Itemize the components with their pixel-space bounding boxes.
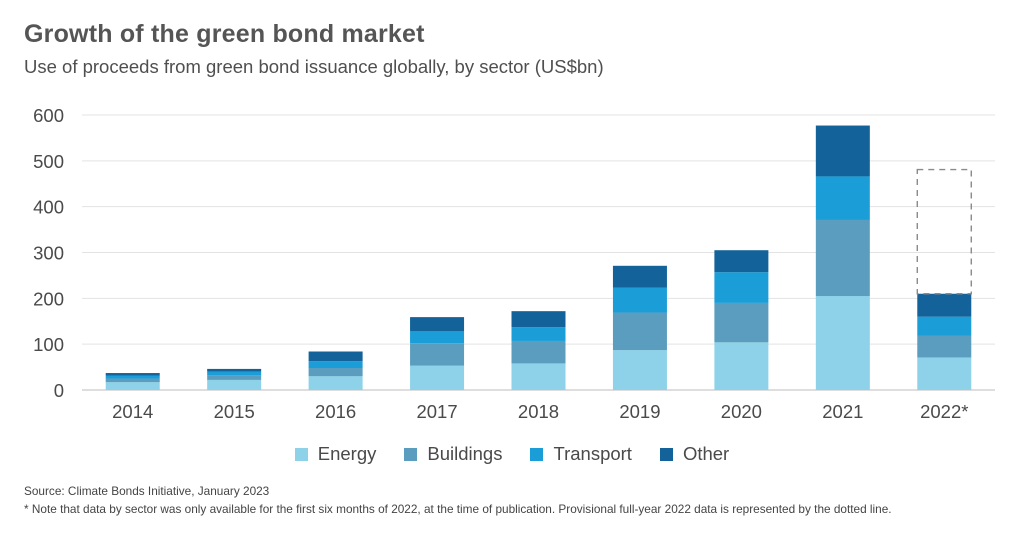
bar-segment-transport-2017 <box>410 331 465 344</box>
bar-segment-other-2022 <box>917 293 972 317</box>
bar-segment-energy-2015 <box>207 379 262 390</box>
bar-segment-other-2016 <box>308 351 363 362</box>
bar-segment-other-2021 <box>815 125 870 177</box>
bar-segment-other-2018 <box>511 311 566 328</box>
bar-segment-energy-2019 <box>612 350 667 390</box>
bar-segment-energy-2020 <box>714 342 769 390</box>
y-tick-label: 600 <box>33 105 64 126</box>
bar-segment-energy-2014 <box>105 382 160 390</box>
bar-segment-buildings-2019 <box>612 312 667 351</box>
bar-segment-buildings-2014 <box>105 378 160 383</box>
bar-segment-other-2020 <box>714 250 769 273</box>
bar-segment-energy-2022 <box>917 357 972 390</box>
bar-segment-transport-2015 <box>207 371 262 376</box>
bar-segment-transport-2020 <box>714 272 769 303</box>
source-note: Source: Climate Bonds Initiative, Januar… <box>24 484 270 498</box>
legend-item-buildings: Buildings <box>404 443 502 465</box>
legend-label: Transport <box>553 443 632 464</box>
bar-segment-other-2014 <box>105 373 160 376</box>
legend-item-energy: Energy <box>294 443 377 465</box>
legend-item-transport: Transport <box>530 443 632 465</box>
bar-segment-buildings-2015 <box>207 375 262 380</box>
bar-segment-buildings-2016 <box>308 368 363 377</box>
footnote: * Note that data by sector was only avai… <box>24 502 892 516</box>
legend-swatch <box>659 447 673 461</box>
bar-segment-other-2019 <box>612 265 667 288</box>
bar-segment-transport-2016 <box>308 361 363 368</box>
chart-title: Growth of the green bond market <box>24 20 425 48</box>
x-axis-ticks: 2014 2015 2016 2017 2018 2019 2020 2021 2022* <box>112 401 968 422</box>
x-tick-label: 2014 <box>112 401 153 422</box>
bar-segment-buildings-2018 <box>511 340 566 364</box>
bars <box>105 125 972 390</box>
bar-segment-transport-2018 <box>511 327 566 341</box>
x-tick-label: 2018 <box>518 401 559 422</box>
bar-segment-transport-2021 <box>815 176 870 220</box>
x-tick-label: 2022* <box>920 401 968 422</box>
bar-segment-other-2017 <box>410 317 465 332</box>
x-tick-label: 2019 <box>619 401 660 422</box>
bar-chart: 0 100 200 300 400 500 600 2014 2015 2016 2017 2018… <box>33 105 995 422</box>
x-tick-label: 2021 <box>822 401 863 422</box>
legend-swatch <box>404 447 418 461</box>
bar-segment-transport-2014 <box>105 375 160 379</box>
bar-segment-energy-2021 <box>815 296 870 390</box>
bar-segment-transport-2022 <box>917 316 972 336</box>
legend-label: Other <box>682 443 730 464</box>
legend-label: Energy <box>317 443 377 464</box>
legend-label: Buildings <box>427 443 503 464</box>
legend: Energy Buildings Transport Other <box>0 443 1024 465</box>
legend-swatch <box>294 447 308 461</box>
x-tick-label: 2015 <box>214 401 255 422</box>
y-tick-label: 500 <box>33 151 64 172</box>
x-tick-label: 2016 <box>315 401 356 422</box>
bar-segment-other-2015 <box>207 368 262 372</box>
x-tick-label: 2017 <box>416 401 457 422</box>
bar-segment-buildings-2022 <box>917 335 972 358</box>
bar-segment-buildings-2020 <box>714 302 769 343</box>
y-tick-label: 300 <box>33 243 64 264</box>
bar-segment-energy-2016 <box>308 376 363 390</box>
bar-segment-buildings-2021 <box>815 219 870 297</box>
legend-item-other: Other <box>659 443 730 465</box>
y-tick-label: 400 <box>33 197 64 218</box>
bar-segment-transport-2019 <box>612 287 667 313</box>
bar-segment-buildings-2017 <box>410 343 465 366</box>
bar-segment-energy-2018 <box>511 363 566 390</box>
chart-subtitle: Use of proceeds from green bond issuance… <box>24 56 604 77</box>
y-tick-label: 0 <box>54 380 64 401</box>
y-tick-label: 100 <box>33 334 64 355</box>
provisional-total-outline <box>916 168 972 295</box>
legend-swatch <box>530 447 544 461</box>
bar-segment-energy-2017 <box>410 365 465 390</box>
y-tick-label: 200 <box>33 288 64 309</box>
x-tick-label: 2020 <box>721 401 762 422</box>
y-axis-ticks: 0 100 200 300 400 500 600 <box>33 105 64 401</box>
